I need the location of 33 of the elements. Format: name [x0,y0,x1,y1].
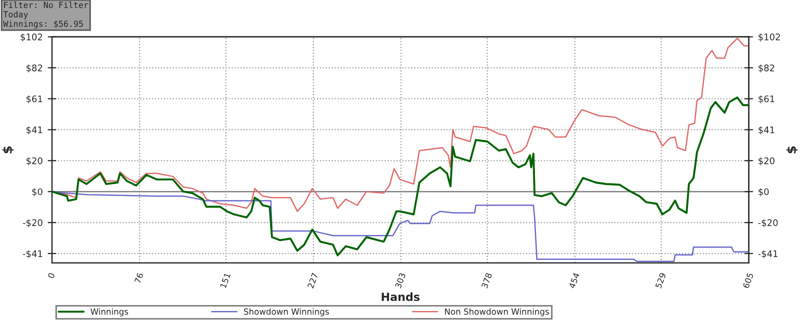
text: Filter: No Filter Today Winnings: $56.95 [3,2,88,29]
x-tick-label: 227 [307,272,318,288]
legend-label: Showdown Winnings [244,308,329,316]
y2-tick-label: $0 [758,188,769,196]
y2-tick-label: $61 [758,95,774,104]
y2-tick-label: $20 [758,157,774,166]
y2-tick-label: -$41 [758,250,778,258]
y-tick-label: -$20 [22,219,42,228]
y-axis-title: $ [2,146,14,154]
x-tick-label: 76 [134,272,144,284]
x-axis-title: Hands [382,292,420,302]
y2-tick-label: $102 [758,33,780,42]
y-tick-label: $102 [20,33,42,42]
y-tick-label: $61 [26,95,42,104]
y2-axis-title: $ [786,146,798,154]
y-tick-label: -$41 [22,250,42,258]
y-tick-label: $41 [26,126,42,134]
y2-tick-label: $82 [758,64,774,73]
x-tick-label: 529 [655,272,666,288]
line-series [52,96,749,256]
legend-label: Non Showdown Winnings [445,308,549,316]
y2-tick-label: -$20 [758,219,778,228]
y-tick-label: $20 [26,157,42,166]
x-tick-label: 605 [742,272,754,289]
x-tick-label: 0 [48,272,55,279]
y-tick-label: $0 [32,188,42,196]
x-tick-label: 151 [220,272,231,288]
x-tick-label: 454 [568,272,580,289]
x-tick-label: 303 [394,272,406,289]
x-tick-label: 378 [481,272,492,289]
y-tick-label: $82 [26,64,42,73]
legend-label: Winnings [90,308,128,316]
y2-tick-label: $41 [758,126,774,134]
